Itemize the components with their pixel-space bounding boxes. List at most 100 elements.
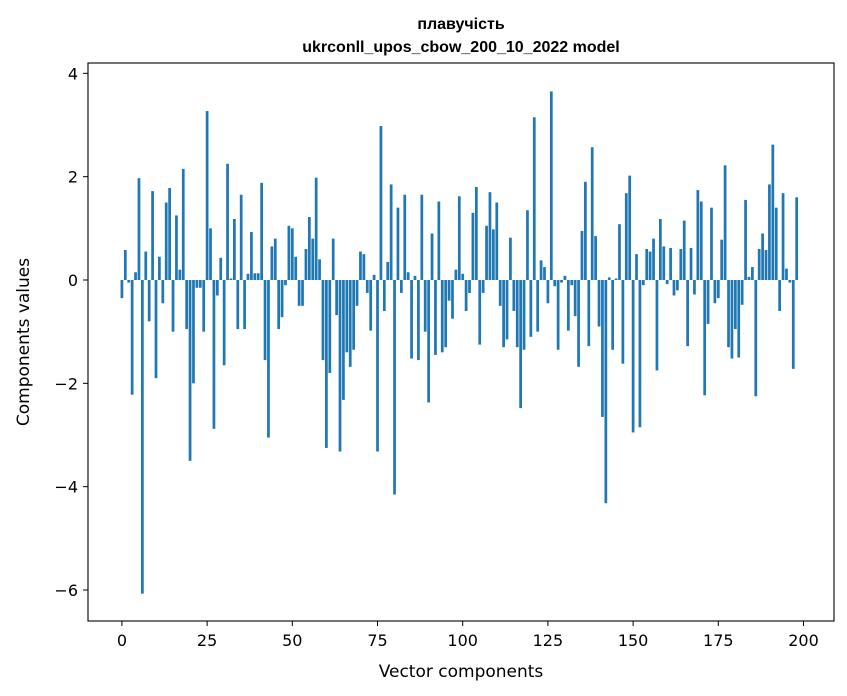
bar-174 xyxy=(713,280,717,304)
bar-88 xyxy=(420,194,424,280)
bar-114 xyxy=(509,237,512,280)
bar-56 xyxy=(311,238,315,280)
bar-80 xyxy=(393,280,396,495)
bar-17 xyxy=(178,269,182,280)
bar-189 xyxy=(764,250,768,280)
bar-186 xyxy=(754,280,758,397)
bar-95 xyxy=(444,280,448,348)
bar-159 xyxy=(662,246,666,280)
bar-155 xyxy=(648,251,652,280)
bar-34 xyxy=(236,280,240,330)
bar-187 xyxy=(757,249,761,280)
bar-78 xyxy=(386,261,390,280)
bar-97 xyxy=(451,280,454,319)
bar-172 xyxy=(706,280,710,324)
bar-10 xyxy=(154,280,158,379)
bar-188 xyxy=(761,233,764,280)
x-tick-label: 75 xyxy=(367,631,387,650)
bar-81 xyxy=(396,207,400,280)
bar-146 xyxy=(618,224,621,280)
bar-26 xyxy=(209,228,212,280)
bar-96 xyxy=(447,280,451,301)
bar-19 xyxy=(185,280,189,330)
bar-120 xyxy=(529,280,533,337)
bar-24 xyxy=(202,280,206,332)
bar-157 xyxy=(655,280,659,371)
bar-82 xyxy=(400,280,403,293)
bar-137 xyxy=(587,280,591,347)
x-tick-label: 125 xyxy=(533,631,564,650)
bar-20 xyxy=(188,280,192,461)
bar-192 xyxy=(774,207,778,280)
bar-103 xyxy=(471,212,475,280)
bar-153 xyxy=(641,280,645,286)
bar-171 xyxy=(703,280,707,396)
bar-193 xyxy=(778,280,782,311)
bar-124 xyxy=(543,267,546,280)
bar-163 xyxy=(676,280,679,291)
bar-79 xyxy=(389,184,393,280)
bar-179 xyxy=(730,280,734,359)
bar-184 xyxy=(747,276,751,280)
bar-158 xyxy=(659,219,662,280)
bar-64 xyxy=(338,280,342,452)
bar-178 xyxy=(727,280,730,348)
bar-116 xyxy=(515,280,519,348)
y-tick-label: −4 xyxy=(54,478,78,497)
bar-4 xyxy=(134,272,137,280)
bar-93 xyxy=(437,201,441,280)
bar-160 xyxy=(665,280,669,285)
bar-123 xyxy=(539,260,543,280)
bar-36 xyxy=(243,280,246,330)
bar-51 xyxy=(294,256,298,280)
bar-65 xyxy=(342,280,345,400)
bar-67 xyxy=(348,280,352,367)
bar-180 xyxy=(733,280,737,330)
bar-43 xyxy=(267,280,270,438)
bar-129 xyxy=(560,280,563,283)
bar-102 xyxy=(468,280,471,293)
bar-48 xyxy=(284,280,287,286)
bar-111 xyxy=(498,280,502,306)
bar-76 xyxy=(379,126,383,280)
bar-130 xyxy=(563,275,567,280)
bar-30 xyxy=(222,280,226,366)
bar-143 xyxy=(607,277,611,280)
bar-31 xyxy=(226,163,229,280)
x-tick-label: 175 xyxy=(703,631,734,650)
bar-175 xyxy=(716,280,720,299)
bar-32 xyxy=(229,278,233,280)
bar-185 xyxy=(751,267,754,280)
bar-85 xyxy=(410,280,413,359)
bar-99 xyxy=(457,196,461,280)
bar-54 xyxy=(304,249,308,280)
bar-14 xyxy=(168,188,171,280)
bar-177 xyxy=(723,165,727,280)
bar-74 xyxy=(372,274,376,280)
bar-21 xyxy=(192,280,195,384)
bar-87 xyxy=(417,280,420,361)
bar-140 xyxy=(597,280,601,327)
bar-62 xyxy=(331,238,335,280)
bar-165 xyxy=(682,220,686,280)
bar-22 xyxy=(195,280,199,288)
bar-139 xyxy=(594,236,597,280)
bar-5 xyxy=(137,178,141,280)
bar-149 xyxy=(628,175,632,280)
bar-3 xyxy=(130,280,134,395)
bar-70 xyxy=(359,251,362,280)
bar-16 xyxy=(175,215,178,280)
y-axis-label: Components values xyxy=(14,258,34,426)
bar-39 xyxy=(253,273,257,280)
bar-33 xyxy=(233,219,236,280)
bar-134 xyxy=(577,280,580,367)
bar-135 xyxy=(580,230,584,280)
x-tick-label: 0 xyxy=(117,631,127,650)
bar-71 xyxy=(362,254,366,280)
bar-23 xyxy=(198,280,202,288)
bar-125 xyxy=(546,280,550,304)
bar-162 xyxy=(672,280,676,296)
bar-144 xyxy=(611,280,615,350)
bar-191 xyxy=(771,144,775,280)
